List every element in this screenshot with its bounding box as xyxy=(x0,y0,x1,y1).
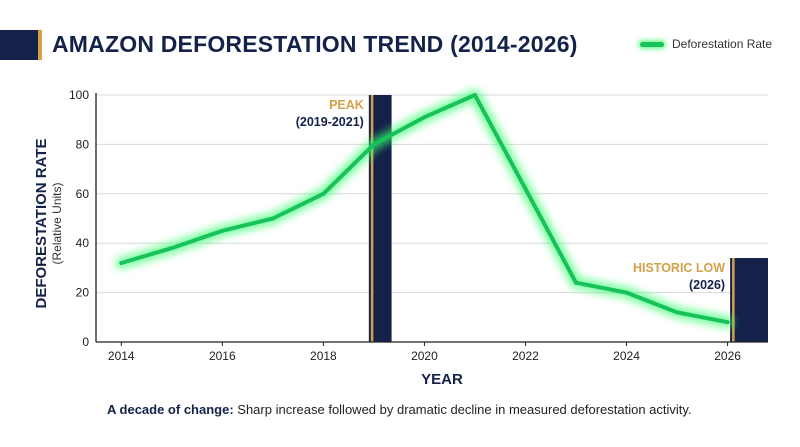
title-bar-block xyxy=(0,30,38,60)
grid-layer xyxy=(96,94,768,294)
annotation-sublabel-historic-low: (2026) xyxy=(689,278,725,292)
x-tick-label-2026: 2026 xyxy=(714,349,741,363)
caption-text: Sharp increase followed by dramatic decl… xyxy=(237,402,692,417)
series-line-0 xyxy=(119,93,730,325)
data-point-2017 xyxy=(270,216,275,221)
series-glow-0 xyxy=(115,89,734,329)
highlight-band-historic-low xyxy=(730,258,768,342)
data-point-2018 xyxy=(321,191,326,196)
y-axis-subtitle: (Relative Units) xyxy=(50,182,64,264)
data-point-2021 xyxy=(472,93,477,97)
annotation-sublabel-peak: (2019-2021) xyxy=(296,115,364,129)
y-tick-label-0: 0 xyxy=(82,335,89,349)
label-layer: PEAK (2019-2021) HISTORIC LOW (2026) xyxy=(296,98,726,292)
x-axis-title: YEAR xyxy=(421,371,463,388)
highlight-stripe-historic-low xyxy=(732,258,735,342)
x-tick-label-2018: 2018 xyxy=(310,349,337,363)
x-tick-label-2020: 2020 xyxy=(411,349,438,363)
legend-label: Deforestation Rate xyxy=(672,37,773,51)
legend: Deforestation Rate xyxy=(640,37,772,51)
data-point-2023 xyxy=(574,280,578,285)
y-tick-label-80: 80 xyxy=(76,137,90,151)
caption: A decade of change: Sharp increase follo… xyxy=(107,402,692,417)
x-tick-label-2022: 2022 xyxy=(512,349,539,363)
x-tick-label-2024: 2024 xyxy=(613,349,640,363)
data-point-2014 xyxy=(119,260,124,265)
annotation-label-peak: PEAK xyxy=(329,98,364,112)
data-point-2015 xyxy=(169,246,174,251)
axis-layer: 0 20 40 60 80 100 2014 2016 2018 2020 2022 2024 2026… xyxy=(33,88,768,388)
y-tick-label-40: 40 xyxy=(76,236,90,250)
data-point-2024 xyxy=(624,290,629,295)
highlight-layer xyxy=(368,95,768,342)
highlight-stripe-peak xyxy=(370,95,374,342)
caption-lead: A decade of change: xyxy=(107,402,234,417)
data-point-2016 xyxy=(220,228,225,233)
y-axis-title: DEFORESTATION RATE xyxy=(33,139,50,309)
y-tick-label-20: 20 xyxy=(76,286,90,300)
x-tick-label-2016: 2016 xyxy=(209,349,236,363)
highlight-band-peak xyxy=(368,95,392,342)
title-accent-stripe xyxy=(38,30,42,60)
y-tick-label-60: 60 xyxy=(76,187,90,201)
data-point-2026 xyxy=(725,320,730,325)
data-point-2020 xyxy=(422,115,427,120)
data-point-2022 xyxy=(523,186,528,191)
data-point-2025 xyxy=(675,310,680,315)
y-tick-label-100: 100 xyxy=(69,88,89,102)
legend-swatch xyxy=(640,41,664,47)
x-tick-label-2014: 2014 xyxy=(108,349,135,363)
data-point-2019 xyxy=(371,142,376,147)
series-layer xyxy=(115,89,734,329)
chart-title: AMAZON DEFORESTATION TREND (2014-2026) xyxy=(52,31,578,57)
annotation-label-historic-low: HISTORIC LOW xyxy=(633,261,725,275)
